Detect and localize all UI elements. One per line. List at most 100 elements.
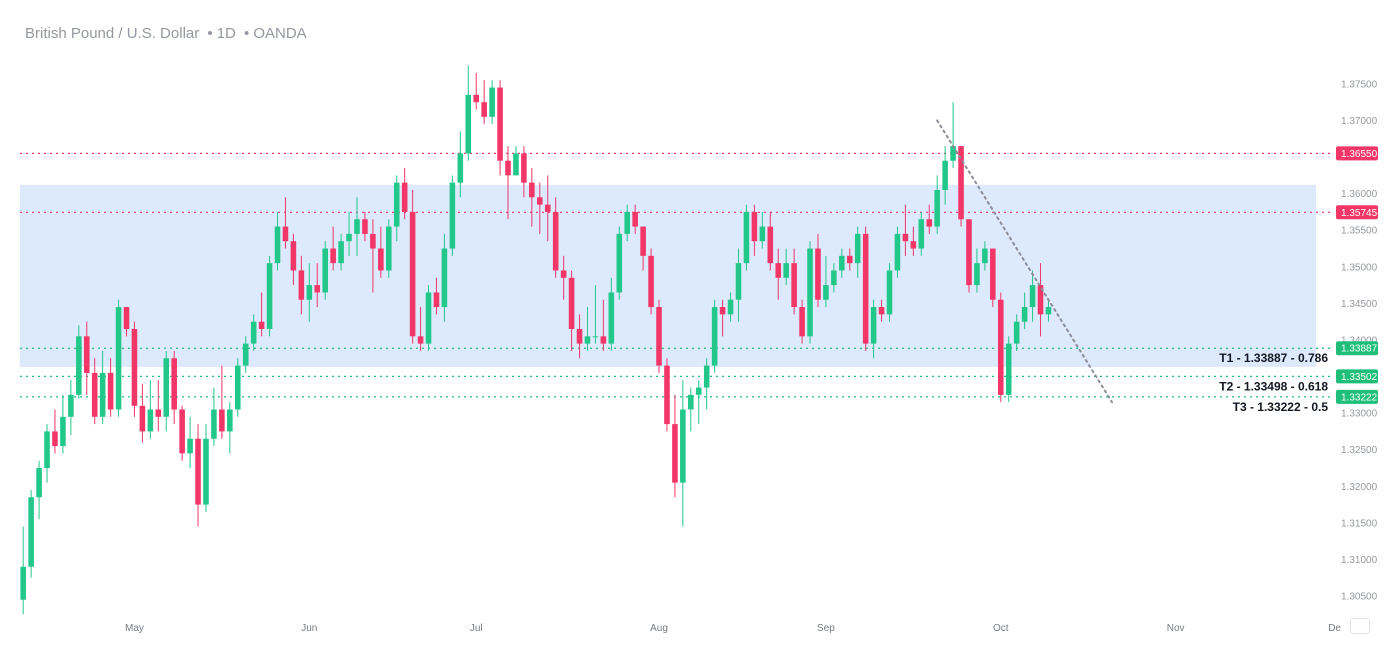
candle-body (608, 292, 615, 344)
candle (727, 292, 734, 322)
candle-body (131, 329, 138, 406)
y-tick-label: 1.34500 (1341, 299, 1378, 310)
candle-body (242, 343, 249, 366)
candle (966, 219, 972, 293)
candle-body (982, 248, 988, 264)
candle (934, 175, 940, 234)
candle-body (60, 416, 66, 447)
candle-body (870, 307, 877, 344)
candle-body (171, 358, 177, 410)
candle-body (759, 226, 766, 242)
candle-body (378, 248, 384, 271)
candle-body (902, 233, 909, 242)
candle-body (1037, 285, 1044, 315)
candle-body (298, 270, 305, 300)
candle (139, 383, 146, 443)
y-tick-label: 1.30500 (1341, 592, 1378, 603)
candle (902, 204, 909, 256)
candle (298, 255, 305, 315)
candle-body (338, 241, 344, 264)
candle (195, 424, 201, 527)
candle-body (751, 211, 758, 242)
candle (918, 211, 925, 256)
level-price-label: 1.33887 (1341, 344, 1378, 355)
y-tick-label: 1.34000 (1341, 335, 1378, 346)
x-tick-label: Jun (301, 623, 317, 634)
candle (648, 248, 654, 315)
candle (163, 350, 170, 432)
candle (505, 146, 511, 220)
candle (362, 211, 368, 242)
candle-body (83, 336, 90, 373)
candle-body (76, 336, 82, 395)
candle (433, 277, 440, 315)
descending-trendline[interactable] (936, 119, 1114, 404)
candle (632, 204, 638, 234)
candle-body (990, 248, 996, 300)
candle (870, 299, 877, 359)
time-axis[interactable]: May Jun Jul Aug Sep Oct Nov De (125, 623, 1341, 634)
candle-body (497, 87, 503, 161)
candle (473, 72, 479, 110)
candle-body (703, 365, 710, 388)
candle (537, 182, 543, 234)
candle (990, 248, 996, 308)
candle-body (306, 285, 313, 300)
candle-body (910, 241, 917, 249)
price-axis[interactable]: 1.375001.370001.365001.360001.355001.350… (1336, 79, 1378, 603)
candle (656, 299, 662, 373)
candle-body (926, 219, 933, 227)
candle-body (401, 182, 408, 212)
candle-body (656, 307, 662, 366)
candle-body (386, 226, 392, 271)
candle-body (409, 211, 416, 337)
candle (20, 526, 26, 615)
candle-body (250, 321, 257, 344)
candle-body (417, 336, 424, 344)
candle (393, 175, 400, 242)
candle-body (362, 219, 368, 234)
candle-body (544, 204, 551, 212)
candle-body (290, 241, 297, 271)
candle (958, 146, 964, 227)
candle-body (99, 372, 106, 417)
settings-corner-button[interactable] (1350, 618, 1370, 634)
candle-body (886, 270, 893, 315)
x-tick-label: De (1328, 623, 1341, 634)
candle-body (219, 409, 225, 432)
candle (36, 460, 42, 520)
target-annotation: T2 - 1.33498 - 0.618 (1219, 380, 1328, 394)
candle-body (958, 146, 964, 220)
candle (521, 146, 527, 198)
candle (60, 394, 66, 454)
trendline-layer[interactable] (936, 119, 1114, 404)
title-separator: • (207, 25, 213, 42)
candle-body (735, 263, 742, 300)
candle-body (680, 409, 686, 483)
candle (409, 189, 416, 344)
candle-body (537, 197, 543, 205)
candle-body (489, 87, 495, 117)
candle (274, 211, 281, 271)
candle (314, 263, 321, 308)
candle-body (211, 409, 217, 439)
candle (441, 233, 448, 322)
candle-body (664, 365, 670, 425)
candle-body (227, 409, 233, 432)
x-tick-label: Oct (993, 623, 1009, 634)
candle-body (433, 292, 440, 308)
y-tick-label: 1.31500 (1341, 518, 1378, 529)
candle (695, 380, 702, 425)
candle-body (552, 211, 559, 271)
candle (878, 299, 885, 322)
candle-body (370, 233, 376, 249)
candle (91, 358, 98, 425)
candle-body (767, 226, 774, 264)
candle-body (600, 336, 607, 344)
candle-body (576, 329, 583, 344)
candle (1005, 336, 1012, 403)
candle-body (52, 431, 58, 447)
candle (187, 416, 193, 469)
demand-zone (20, 184, 1316, 368)
